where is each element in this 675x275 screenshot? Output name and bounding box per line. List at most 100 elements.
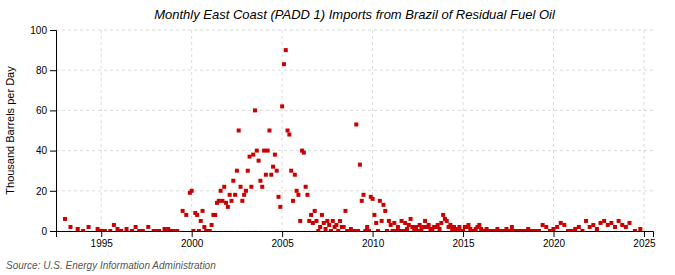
point (197, 229, 201, 231)
point (617, 219, 621, 223)
tick-label: 1995 (91, 238, 114, 249)
y-axis-label: Thousand Barrels per Day (4, 66, 16, 195)
point (201, 209, 205, 213)
x-axis: 1995200020052010201520202025 (57, 231, 657, 249)
point (63, 217, 67, 221)
point (400, 219, 404, 223)
point (116, 227, 120, 231)
point (633, 229, 637, 231)
point (338, 219, 342, 223)
point (81, 229, 85, 231)
point (320, 213, 324, 217)
point (184, 213, 188, 217)
point (380, 219, 384, 223)
point (278, 205, 282, 209)
point (367, 229, 371, 231)
point (457, 225, 461, 229)
point (412, 229, 416, 231)
point (287, 133, 291, 137)
grid-line (56, 30, 653, 31)
point (439, 221, 443, 225)
annotation: Source: U.S. Energy Information Administ… (6, 260, 216, 271)
point (624, 225, 628, 229)
point (356, 229, 360, 231)
point (374, 221, 378, 225)
point (580, 229, 584, 231)
tick: 2010 (362, 231, 385, 249)
point (134, 225, 138, 229)
point (119, 229, 123, 231)
point (202, 225, 206, 229)
point (423, 219, 427, 223)
point (343, 209, 347, 213)
point (190, 189, 194, 193)
point (427, 223, 431, 227)
point (418, 223, 422, 227)
point (602, 219, 606, 223)
tick-mark (101, 231, 102, 237)
point (627, 221, 631, 225)
point (251, 153, 255, 157)
tick-mark (50, 231, 56, 232)
point (313, 209, 317, 213)
point (253, 108, 257, 112)
point (262, 149, 266, 153)
point (609, 221, 613, 225)
point (584, 219, 588, 223)
tick: 2020 (543, 231, 566, 249)
point (222, 185, 226, 189)
point (409, 217, 413, 221)
point (566, 229, 570, 231)
tick: 40 (36, 145, 56, 156)
tick: 2025 (633, 231, 656, 249)
y-axis: 020406080100 (30, 25, 56, 237)
point (141, 229, 145, 231)
point (570, 229, 574, 231)
tick-mark (644, 231, 645, 237)
grid-line (101, 30, 102, 231)
grid-line (56, 110, 653, 111)
point (295, 189, 299, 193)
point (376, 229, 380, 231)
point (324, 227, 328, 231)
point (329, 229, 333, 231)
point (275, 169, 279, 173)
point (130, 229, 134, 231)
point (296, 193, 300, 197)
point (559, 221, 563, 225)
point (242, 193, 246, 197)
point (371, 197, 375, 201)
point (316, 229, 320, 231)
point (438, 227, 442, 231)
point (390, 229, 394, 231)
point (291, 199, 295, 203)
tick-mark (50, 151, 56, 152)
tick-label: 0 (41, 226, 47, 237)
point (154, 229, 158, 231)
point (360, 199, 364, 203)
tick-label: 20 (36, 186, 48, 197)
axis-line (50, 31, 57, 232)
point (456, 229, 460, 231)
title: Monthly East Coast (PADD 1) Imports from… (154, 7, 556, 22)
point (172, 229, 176, 231)
point (146, 225, 150, 229)
point (244, 189, 248, 193)
grid-line (56, 150, 653, 151)
tick-label: 40 (36, 145, 48, 156)
point (416, 229, 420, 231)
point (175, 229, 179, 231)
point (441, 213, 445, 217)
point (282, 62, 286, 66)
grid (56, 30, 653, 231)
point (269, 173, 273, 177)
point (372, 213, 376, 217)
point (403, 221, 407, 225)
tick-mark (463, 231, 464, 237)
tick-label: 2000 (181, 238, 204, 249)
grid-line (56, 70, 653, 71)
point (304, 185, 308, 189)
grid-line (191, 30, 192, 231)
point (378, 199, 382, 203)
point (354, 122, 358, 126)
